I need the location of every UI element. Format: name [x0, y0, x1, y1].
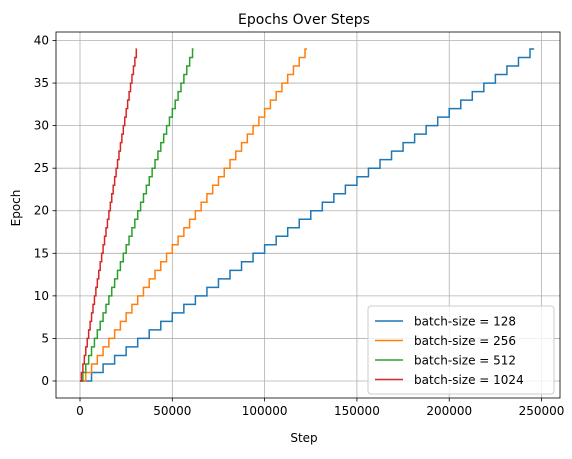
x-tick-label: 50000	[153, 404, 191, 418]
series-lines	[80, 48, 535, 382]
y-tick-label: 30	[34, 119, 49, 133]
x-tick-label: 150000	[334, 404, 380, 418]
y-tick-label: 20	[34, 204, 49, 218]
y-axis-ticks: 0 5 10 15 20 25 30 35 40	[34, 34, 56, 388]
x-tick-label: 100000	[242, 404, 288, 418]
legend-label: batch-size = 128	[414, 315, 516, 329]
y-tick-label: 0	[41, 374, 49, 388]
legend-box	[367, 305, 555, 395]
series-line	[80, 48, 535, 382]
legend-label: batch-size = 512	[414, 354, 516, 368]
y-tick-label: 25	[34, 161, 49, 175]
legend-label: batch-size = 1024	[414, 373, 524, 387]
y-tick-label: 5	[41, 331, 49, 345]
y-tick-label: 35	[34, 76, 49, 90]
y-axis-label: Epoch	[9, 190, 23, 227]
series-line	[80, 48, 138, 382]
chart-title: Epochs Over Steps	[238, 12, 370, 28]
x-tick-label: 0	[76, 404, 84, 418]
y-tick-label: 40	[34, 34, 49, 48]
legend-label: batch-size = 256	[414, 334, 516, 348]
x-axis-label: Step	[290, 431, 317, 445]
x-tick-label: 250000	[519, 404, 565, 418]
legend: batch-size = 128 batch-size = 256 batch-si…	[367, 305, 555, 395]
series-line	[80, 48, 308, 382]
series-line	[80, 48, 194, 382]
y-tick-label: 15	[34, 246, 49, 260]
x-tick-label: 200000	[426, 404, 472, 418]
x-axis-ticks: 0 50000 100000 150000 200000 250000	[76, 398, 564, 418]
y-tick-label: 10	[34, 289, 49, 303]
plot-frame	[55, 31, 561, 399]
